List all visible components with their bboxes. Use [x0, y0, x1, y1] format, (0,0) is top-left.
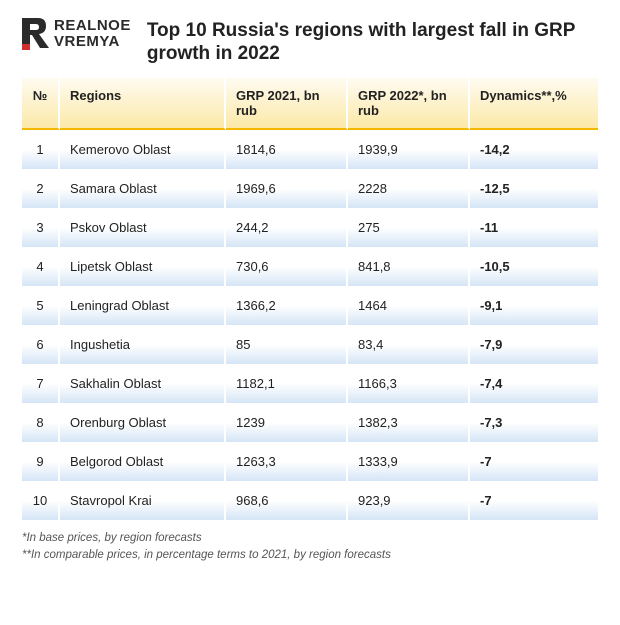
cell-n: 4 [22, 247, 60, 286]
cell-n: 1 [22, 130, 60, 169]
cell-n: 3 [22, 208, 60, 247]
cell-grp2022: 1333,9 [348, 442, 470, 481]
cell-grp2021: 1969,6 [226, 169, 348, 208]
cell-grp2021: 85 [226, 325, 348, 364]
cell-grp2021: 1182,1 [226, 364, 348, 403]
header: REALNOE VREMYA Top 10 Russia's regions w… [22, 18, 598, 66]
cell-region: Samara Oblast [60, 169, 226, 208]
cell-grp2021: 730,6 [226, 247, 348, 286]
cell-n: 9 [22, 442, 60, 481]
footnote-1: *In base prices, by region forecasts [22, 530, 598, 547]
cell-dyn: -9,1 [470, 286, 598, 325]
cell-grp2022: 83,4 [348, 325, 470, 364]
cell-region: Pskov Oblast [60, 208, 226, 247]
table-row: 7 Sakhalin Oblast 1182,1 1166,3 -7,4 [22, 364, 598, 403]
cell-region: Ingushetia [60, 325, 226, 364]
cell-dyn: -10,5 [470, 247, 598, 286]
cell-region: Belgorod Oblast [60, 442, 226, 481]
cell-dyn: -7 [470, 481, 598, 520]
logo-mark-icon [22, 18, 50, 50]
cell-grp2022: 1382,3 [348, 403, 470, 442]
cell-region: Kemerovo Oblast [60, 130, 226, 169]
table-header-row: № Regions GRP 2021, bn rub GRP 2022*, bn… [22, 78, 598, 130]
table-row: 10 Stavropol Krai 968,6 923,9 -7 [22, 481, 598, 520]
logo-line1: REALNOE [54, 18, 131, 34]
cell-dyn: -7 [470, 442, 598, 481]
cell-dyn: -7,3 [470, 403, 598, 442]
col-header-region: Regions [60, 78, 226, 130]
cell-grp2021: 1239 [226, 403, 348, 442]
data-table: № Regions GRP 2021, bn rub GRP 2022*, bn… [22, 78, 598, 520]
cell-n: 2 [22, 169, 60, 208]
logo-line2: VREMYA [54, 34, 131, 50]
cell-region: Lipetsk Oblast [60, 247, 226, 286]
cell-n: 8 [22, 403, 60, 442]
cell-dyn: -7,4 [470, 364, 598, 403]
cell-region: Orenburg Oblast [60, 403, 226, 442]
cell-dyn: -14,2 [470, 130, 598, 169]
logo: REALNOE VREMYA [22, 18, 131, 50]
table-row: 6 Ingushetia 85 83,4 -7,9 [22, 325, 598, 364]
table-row: 2 Samara Oblast 1969,6 2228 -12,5 [22, 169, 598, 208]
page-title: Top 10 Russia's regions with largest fal… [147, 18, 598, 66]
col-header-grp2021: GRP 2021, bn rub [226, 78, 348, 130]
cell-grp2022: 1166,3 [348, 364, 470, 403]
col-header-grp2022: GRP 2022*, bn rub [348, 78, 470, 130]
cell-region: Stavropol Krai [60, 481, 226, 520]
table-row: 1 Kemerovo Oblast 1814,6 1939,9 -14,2 [22, 130, 598, 169]
footnotes: *In base prices, by region forecasts **I… [22, 530, 598, 565]
cell-grp2021: 1814,6 [226, 130, 348, 169]
table-row: 8 Orenburg Oblast 1239 1382,3 -7,3 [22, 403, 598, 442]
cell-grp2021: 968,6 [226, 481, 348, 520]
cell-grp2022: 275 [348, 208, 470, 247]
cell-grp2022: 923,9 [348, 481, 470, 520]
table-row: 3 Pskov Oblast 244,2 275 -11 [22, 208, 598, 247]
cell-dyn: -7,9 [470, 325, 598, 364]
cell-grp2021: 1366,2 [226, 286, 348, 325]
cell-n: 6 [22, 325, 60, 364]
cell-n: 10 [22, 481, 60, 520]
cell-dyn: -12,5 [470, 169, 598, 208]
cell-n: 7 [22, 364, 60, 403]
cell-grp2022: 2228 [348, 169, 470, 208]
footnote-2: **In comparable prices, in percentage te… [22, 547, 598, 564]
col-header-dynamics: Dynamics**,% [470, 78, 598, 130]
cell-region: Leningrad Oblast [60, 286, 226, 325]
table-row: 4 Lipetsk Oblast 730,6 841,8 -10,5 [22, 247, 598, 286]
table-row: 5 Leningrad Oblast 1366,2 1464 -9,1 [22, 286, 598, 325]
cell-dyn: -11 [470, 208, 598, 247]
table-row: 9 Belgorod Oblast 1263,3 1333,9 -7 [22, 442, 598, 481]
cell-grp2021: 1263,3 [226, 442, 348, 481]
cell-grp2022: 841,8 [348, 247, 470, 286]
col-header-n: № [22, 78, 60, 130]
cell-region: Sakhalin Oblast [60, 364, 226, 403]
cell-grp2022: 1939,9 [348, 130, 470, 169]
logo-text: REALNOE VREMYA [54, 18, 131, 50]
cell-n: 5 [22, 286, 60, 325]
table-body: 1 Kemerovo Oblast 1814,6 1939,9 -14,2 2 … [22, 130, 598, 520]
cell-grp2021: 244,2 [226, 208, 348, 247]
cell-grp2022: 1464 [348, 286, 470, 325]
